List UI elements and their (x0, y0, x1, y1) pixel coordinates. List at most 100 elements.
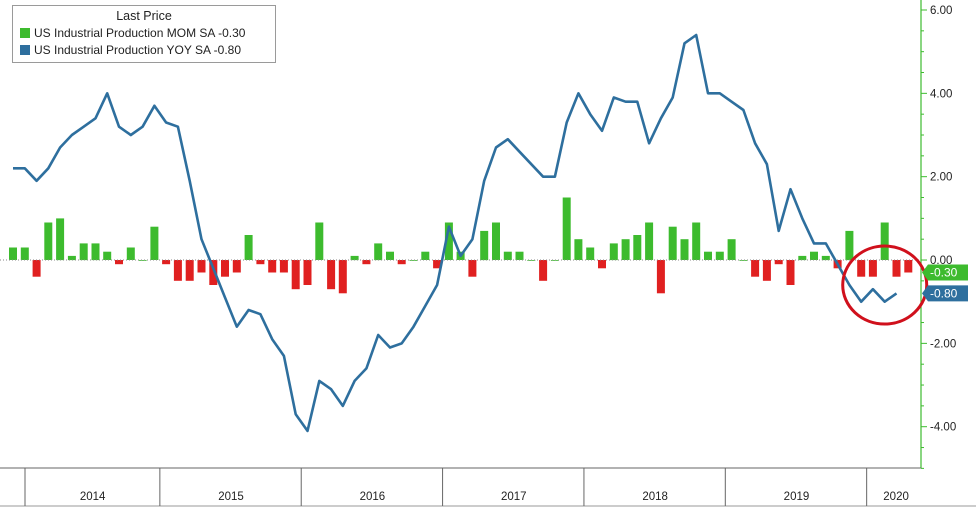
mom-bar (821, 255, 830, 261)
mom-bar (598, 260, 606, 269)
mom-bar (91, 243, 100, 261)
y-tick-label: 6.00 (930, 5, 952, 17)
y-tick-label: 2.00 (930, 172, 952, 184)
mom-bar (79, 243, 88, 261)
mom-bar (586, 247, 595, 260)
mom-bar (633, 235, 642, 260)
mom-bar (126, 247, 135, 260)
mom-bar (268, 260, 277, 273)
mom-bar (786, 260, 795, 285)
mom-bar (739, 260, 748, 261)
mom-bar (327, 260, 336, 290)
mom-bar (138, 260, 147, 261)
mom-bar (810, 251, 818, 260)
mom-last-value-tag (922, 264, 968, 281)
mom-bar (704, 251, 712, 260)
mom-bar (562, 197, 571, 260)
mom-bar (444, 222, 453, 260)
mom-last-value-text: -0.30 (930, 266, 958, 280)
mom-bar (468, 260, 477, 277)
x-axis: 2014 2015 2016 2017 2018 2019 2020 (0, 467, 976, 507)
mom-bar (668, 226, 677, 260)
y-tick-label: -2.00 (930, 338, 956, 350)
mom-bar (762, 260, 771, 281)
mom-bar (244, 235, 253, 260)
mom-bar (221, 260, 229, 277)
legend-value-mom: -0.30 (218, 26, 246, 40)
mom-bar (751, 260, 760, 277)
mom-bar (515, 251, 524, 260)
yoy-last-value-tag (922, 285, 968, 302)
mom-bar (197, 260, 206, 273)
y-tick-label: 0.00 (930, 255, 952, 267)
legend-value-yoy: -0.80 (213, 43, 242, 57)
mom-bar (656, 260, 665, 294)
mom-bar (291, 260, 300, 290)
mom-bar (421, 251, 430, 260)
legend-item-yoy: US Industrial Production YOY SA -0.80 (20, 43, 241, 57)
mom-bar (857, 260, 866, 277)
mom-bar (774, 260, 783, 265)
mom-bar (162, 260, 171, 265)
legend-label-mom: US Industrial Production MOM SA (34, 26, 215, 40)
y-tick-label: 4.00 (930, 88, 952, 100)
mom-bar (9, 247, 17, 260)
x-tick-label: 2017 (501, 491, 527, 503)
mom-bar (232, 260, 241, 273)
mom-bar (279, 260, 288, 273)
mom-bar (67, 255, 76, 261)
mom-bar (692, 222, 701, 260)
mom-bar (303, 260, 312, 285)
legend-swatch-yoy (20, 45, 30, 55)
x-tick-label: 2018 (642, 491, 668, 503)
yoy-last-value-text: -0.80 (930, 286, 958, 300)
y-tick-label: -4.00 (930, 422, 956, 434)
mom-bar (374, 243, 383, 261)
legend: Last Price US Industrial Production MOM … (12, 5, 276, 63)
mom-bar (550, 260, 559, 261)
mom-bar (103, 251, 112, 260)
mom-bar (209, 260, 218, 285)
mom-bar (645, 222, 654, 260)
mom-bar (32, 260, 41, 277)
mom-bar (20, 247, 29, 260)
mom-bar (798, 255, 807, 261)
mom-bar (386, 251, 394, 260)
mom-bar (409, 260, 418, 261)
mom-bar (621, 239, 630, 260)
mom-bar (574, 239, 583, 260)
mom-bar (480, 230, 489, 261)
mom-bar (892, 260, 901, 277)
mom-bar (539, 260, 548, 281)
mom-bar (115, 260, 123, 265)
mom-bar (880, 222, 889, 260)
mom-bar (350, 255, 359, 261)
x-tick-label: 2015 (218, 491, 244, 503)
mom-bar (397, 260, 406, 265)
yoy-line (13, 33, 898, 433)
y-axis: 6.00 4.00 2.00 0.00 -2.00 -4.00 (920, 0, 956, 469)
x-tick-label: 2019 (784, 491, 810, 503)
legend-swatch-mom (20, 28, 30, 38)
mom-bar (715, 251, 724, 260)
legend-label-yoy: US Industrial Production YOY SA (34, 43, 211, 57)
mom-bar (845, 230, 854, 261)
mom-bar (150, 226, 159, 260)
mom-bar (56, 218, 65, 261)
mom-bars (9, 197, 913, 294)
mom-bar (44, 222, 53, 260)
mom-bar (868, 260, 877, 277)
mom-bar (609, 243, 618, 261)
mom-bar (256, 260, 265, 265)
mom-bar (904, 260, 913, 273)
x-tick-label: 2020 (883, 491, 909, 503)
x-tick-label: 2014 (80, 491, 106, 503)
last-value-tags: -0.30 -0.80 (922, 264, 968, 302)
mom-bar (680, 239, 689, 260)
mom-bar (492, 222, 500, 260)
legend-title: Last Price (116, 9, 172, 23)
legend-item-mom: US Industrial Production MOM SA -0.30 (20, 26, 245, 40)
mom-bar (315, 222, 324, 260)
mom-bar (338, 260, 347, 294)
